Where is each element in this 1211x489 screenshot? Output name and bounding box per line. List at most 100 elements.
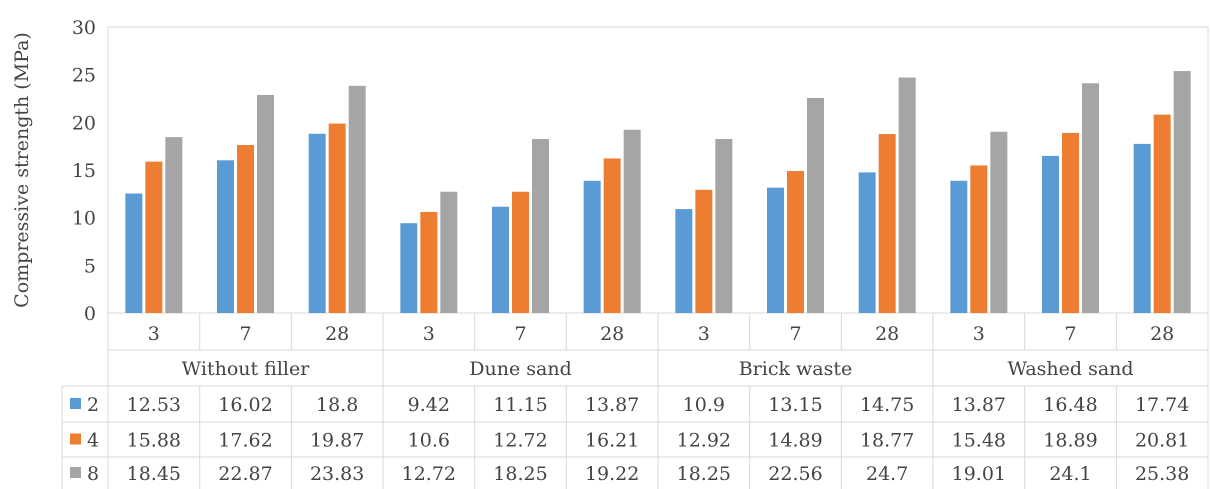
bar-series-8-col-1: [165, 137, 183, 313]
bar-series-2-col-12: [1133, 143, 1151, 313]
x-tick-label: 3: [148, 323, 160, 345]
table-cell: 9.42: [408, 394, 450, 416]
table-cell: 12.92: [677, 430, 731, 452]
x-tick-label: 3: [698, 323, 710, 345]
table-cell: 15.88: [127, 430, 181, 452]
table-cell: 22.56: [768, 463, 822, 485]
bar-series-2-col-5: [492, 206, 509, 313]
table-cell: 18.25: [677, 463, 731, 485]
table-cell: 16.02: [218, 394, 272, 416]
legend-swatch-8: [70, 467, 81, 478]
bar-series-4-col-11: [1062, 132, 1079, 313]
table-cell: 22.87: [218, 463, 272, 485]
table-cell: 12.72: [402, 463, 456, 485]
x-tick-label: 7: [239, 323, 251, 345]
x-tick-label: 28: [1150, 323, 1174, 345]
bar-series-4-col-12: [1153, 114, 1171, 314]
bar-series-8-col-3: [348, 85, 366, 313]
y-tick-label: 15: [72, 160, 96, 182]
table-cell: 12.53: [127, 394, 181, 416]
table-cell: 19.01: [952, 463, 1006, 485]
bar-series-4-col-3: [328, 123, 346, 314]
bar-series-2-col-4: [400, 223, 418, 313]
bar-series-8-col-10: [990, 131, 1008, 313]
table-cell: 16.48: [1043, 394, 1097, 416]
bar-series-4-col-8: [787, 171, 804, 313]
x-tick-label: 28: [600, 323, 624, 345]
table-cell: 19.22: [585, 463, 639, 485]
y-tick-label: 20: [72, 112, 96, 134]
bar-series-8-col-2: [257, 94, 274, 314]
group-label: Brick waste: [739, 358, 853, 380]
y-tick-label: 5: [84, 255, 96, 277]
table-cell: 14.89: [768, 430, 822, 452]
x-tick-label: 28: [325, 323, 349, 345]
bar-series-2-col-3: [308, 133, 326, 313]
bar-series-4-col-4: [420, 211, 438, 313]
table-cell: 18.89: [1043, 430, 1097, 452]
table-cell: 12.72: [493, 430, 547, 452]
y-axis: 0 5 10 15 20 25 30: [72, 17, 96, 325]
bar-series-4-col-1: [145, 161, 163, 313]
x-tick-label: 28: [875, 323, 899, 345]
y-tick-label: 10: [72, 208, 96, 230]
bar-series-4-col-6: [603, 158, 621, 313]
table-cell: 18.25: [493, 463, 547, 485]
bar-series-4-col-7: [695, 189, 713, 313]
table-cell: 13.15: [768, 394, 822, 416]
x-tick-label: 3: [423, 323, 435, 345]
bar-series-2-col-6: [583, 180, 601, 313]
bar-series-2-col-7: [675, 209, 693, 313]
table-cell: 24.7: [866, 463, 908, 485]
bar-series-4-col-9: [878, 134, 896, 313]
bar-series-8-col-9: [898, 77, 916, 313]
bar-series-2-col-10: [950, 180, 968, 313]
bar-series-2-col-11: [1042, 155, 1059, 313]
x-tick-label: 7: [789, 323, 801, 345]
bars: [125, 71, 1191, 314]
table-cell: 23.83: [310, 463, 364, 485]
bar-series-8-col-4: [440, 191, 458, 313]
bar-series-8-col-12: [1173, 71, 1191, 313]
table-cell: 14.75: [860, 394, 914, 416]
table-cell: 18.77: [860, 430, 914, 452]
bar-series-8-col-11: [1082, 83, 1099, 313]
legend-swatch-4: [70, 433, 81, 445]
table-cell: 10.6: [408, 430, 450, 452]
legend-label-4: 4: [87, 430, 99, 452]
table-cell: 25.38: [1135, 463, 1189, 485]
table-cell: 13.87: [585, 394, 639, 416]
group-label: Without filler: [182, 358, 311, 380]
y-tick-label: 30: [72, 17, 96, 39]
table-cell: 18.8: [316, 394, 358, 416]
table-cell: 24.1: [1049, 463, 1091, 485]
bar-series-8-col-6: [623, 129, 641, 313]
table-cell: 10.9: [683, 394, 725, 416]
legend-label-8: 8: [87, 463, 99, 485]
group-label: Dune sand: [469, 358, 571, 380]
bar-series-8-col-8: [807, 97, 824, 313]
bar-series-2-col-2: [217, 160, 234, 313]
legend-swatch-2: [70, 398, 81, 409]
table-cell: 19.87: [310, 430, 364, 452]
bar-series-4-col-10: [970, 165, 988, 313]
legend-label-2: 2: [87, 394, 99, 416]
table-cell: 17.74: [1135, 394, 1189, 416]
y-tick-label: 25: [72, 65, 96, 87]
bar-series-8-col-7: [715, 139, 733, 313]
bar-series-2-col-8: [767, 187, 784, 313]
bar-series-8-col-5: [532, 139, 549, 313]
x-tick-label: 7: [1064, 323, 1076, 345]
group-label: Washed sand: [1007, 358, 1133, 380]
bar-series-2-col-9: [858, 172, 876, 313]
bar-series-4-col-2: [237, 145, 254, 313]
table-cell: 18.45: [127, 463, 181, 485]
table-cell: 11.15: [493, 394, 547, 416]
table-cell: 20.81: [1135, 430, 1189, 452]
y-tick-label: 0: [84, 303, 96, 325]
bar-series-2-col-1: [125, 193, 143, 313]
y-axis-label: Compressive strength (MPa): [11, 32, 33, 308]
table-cell: 17.62: [218, 430, 272, 452]
